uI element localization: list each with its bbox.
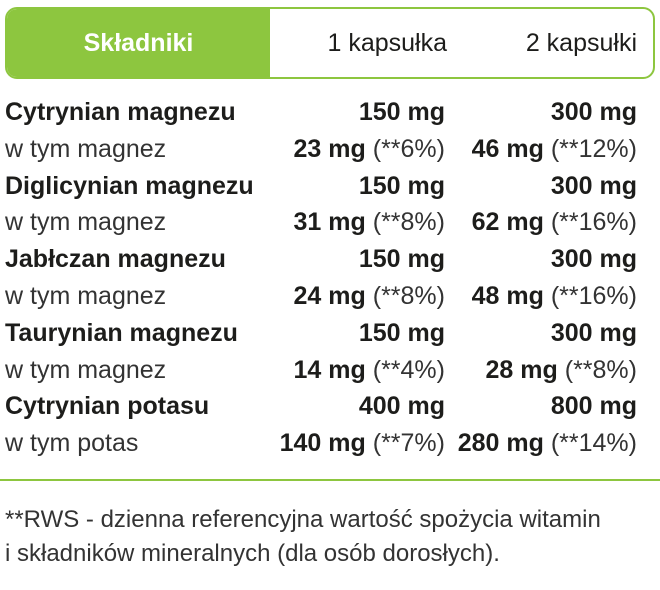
header-cell: 1 kapsułka — [327, 29, 447, 57]
amount: 150 mg — [358, 318, 445, 347]
percent: (**6%) — [372, 134, 445, 163]
cell: 62 mg (**16%) — [472, 204, 637, 240]
row-label: w tym magnez — [5, 208, 167, 237]
cell: 300 mg — [551, 168, 637, 204]
row-label: Diglicynian magnezu — [5, 171, 254, 200]
header-cell: Składniki — [83, 29, 194, 57]
row-label: Jabłczan magnezu — [5, 245, 226, 274]
percent: (**4%) — [372, 355, 445, 384]
row-label: w tym magnez — [5, 134, 167, 163]
amount: 300 mg — [550, 98, 637, 126]
row-label: w tym magnez — [5, 282, 167, 310]
percent: (**14%) — [550, 429, 637, 458]
table-row: Cytrynian magnezu 150 mg 300 mg — [5, 94, 645, 130]
amount: 300 mg — [550, 171, 637, 200]
amount: 14 mg — [293, 355, 366, 384]
cell: 24 mg (**8%) — [294, 278, 445, 314]
header-cell: 2 kapsułki — [525, 29, 637, 57]
row-label: Taurynian magnezu — [5, 318, 238, 347]
percent: (**8%) — [372, 282, 445, 310]
cell: 400 mg — [359, 388, 445, 424]
table-row: Jabłczan magnezu 150 mg 300 mg — [5, 241, 645, 277]
row-label: w tym potas — [5, 429, 139, 458]
amount: 800 mg — [550, 392, 637, 421]
amount: 140 mg — [279, 429, 366, 458]
amount: 28 mg — [485, 355, 558, 384]
amount: 150 mg — [358, 171, 445, 200]
cell: 280 mg (**14%) — [458, 425, 637, 461]
table-row: w tym magnez 23 mg (**6%) 46 mg (**12%) — [5, 131, 645, 167]
cell: 150 mg — [359, 94, 445, 130]
amount: 46 mg — [471, 134, 544, 163]
footnote: **RWS - dzienna referencyjna wartość spo… — [5, 506, 601, 533]
amount: 24 mg — [293, 282, 366, 310]
cell: 28 mg (**8%) — [486, 352, 637, 388]
header-fill — [7, 9, 270, 77]
percent: (**8%) — [564, 355, 637, 384]
percent: (**8%) — [372, 208, 445, 237]
cell: 300 mg — [551, 94, 637, 130]
cell: 48 mg (**16%) — [472, 278, 637, 314]
table-row: Taurynian magnezu 150 mg 300 mg — [5, 315, 645, 351]
divider — [0, 479, 660, 481]
amount: 23 mg — [293, 134, 366, 163]
cell: 31 mg (**8%) — [294, 204, 445, 240]
table-row: Diglicynian magnezu 150 mg 300 mg — [5, 168, 645, 204]
cell: 150 mg — [359, 315, 445, 351]
row-label: Cytrynian potasu — [5, 392, 210, 421]
cell: 300 mg — [551, 315, 637, 351]
percent: (**12%) — [550, 134, 637, 163]
row-label: w tym magnez — [5, 355, 167, 384]
amount: 48 mg — [471, 282, 544, 310]
amount: 300 mg — [550, 245, 637, 274]
percent: (**16%) — [550, 282, 637, 310]
cell: 800 mg — [551, 388, 637, 424]
table-row: w tym magnez 24 mg (**8%) 48 mg (**16%) — [5, 278, 645, 314]
table-row: w tym potas 140 mg (**7%) 280 mg (**14%) — [5, 425, 645, 461]
percent: (**16%) — [550, 208, 637, 237]
cell: 46 mg (**12%) — [472, 131, 637, 167]
amount: 400 mg — [358, 392, 445, 421]
cell: 14 mg (**4%) — [294, 352, 445, 388]
amount: 150 mg — [358, 98, 445, 126]
percent: (**7%) — [372, 429, 445, 458]
amount: 300 mg — [550, 318, 637, 347]
amount: 31 mg — [293, 208, 366, 237]
cell: 150 mg — [359, 241, 445, 277]
table-row: w tym magnez 31 mg (**8%) 62 mg (**16%) — [5, 204, 645, 240]
cell: 140 mg (**7%) — [280, 425, 445, 461]
table-row: w tym magnez 14 mg (**4%) 28 mg (**8%) — [5, 352, 645, 388]
amount: 280 mg — [457, 429, 544, 458]
table-header: Składniki 1 kapsułka 2 kapsułki — [5, 7, 655, 79]
cell: 150 mg — [359, 168, 445, 204]
table-row: Cytrynian potasu 400 mg 800 mg — [5, 388, 645, 424]
amount: 150 mg — [358, 245, 445, 274]
amount: 62 mg — [471, 208, 544, 237]
cell: 300 mg — [551, 241, 637, 277]
footnote: i składników mineralnych (dla osób doros… — [5, 540, 500, 567]
cell: 23 mg (**6%) — [294, 131, 445, 167]
row-label: Cytrynian magnezu — [5, 98, 236, 126]
